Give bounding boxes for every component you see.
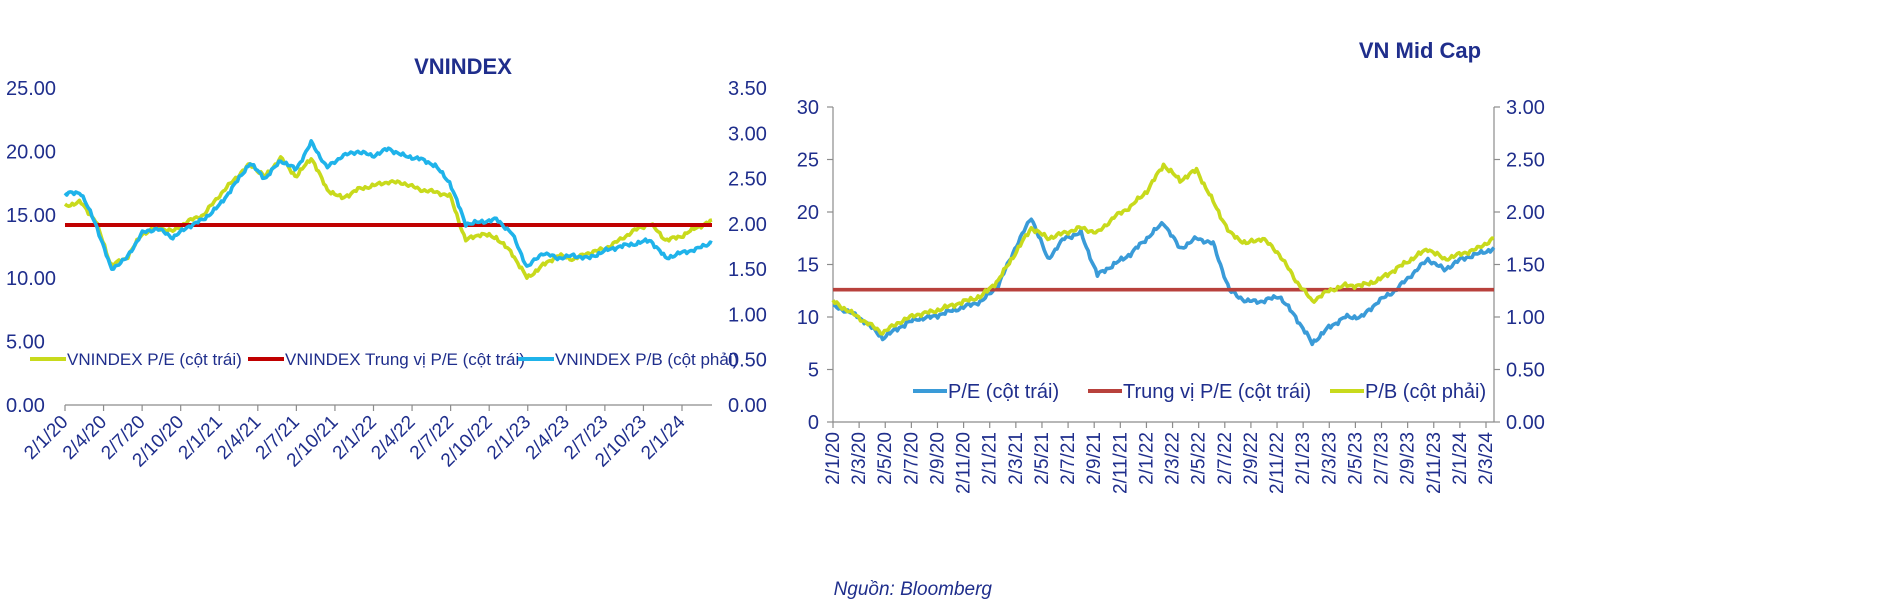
x-tick-label: 2/9/22 bbox=[1241, 432, 1262, 485]
source-note: Nguồn: Bloomberg bbox=[834, 579, 993, 600]
y-axis-right-ticks: 0.00 0.50 1.00 1.50 2.00 2.50 3.00 bbox=[1494, 97, 1545, 434]
x-tick-label: 2/11/23 bbox=[1424, 432, 1445, 494]
y-tick-right-label: 0.00 bbox=[728, 395, 767, 417]
x-tick-label: 2/5/21 bbox=[1032, 432, 1053, 485]
x-tick-label: 2/9/20 bbox=[927, 432, 948, 485]
vn-midcap-chart: VN Mid Cap 0 5 10 15 20 25 30 0.00 0.50 1.00 1.50… bbox=[797, 38, 1545, 494]
y-tick-right-label: 2.00 bbox=[728, 214, 767, 236]
y-tick-left-label: 15 bbox=[797, 255, 819, 277]
legend: VNINDEX P/E (cột trái) VNINDEX Trung vị P… bbox=[30, 350, 738, 369]
x-tick-label: 2/7/22 bbox=[1215, 432, 1236, 485]
y-tick-left-label: 10 bbox=[797, 307, 819, 329]
x-axis-ticks: 2/1/202/4/202/7/202/10/202/1/212/4/212/7… bbox=[20, 404, 712, 471]
x-tick-label: 2/11/20 bbox=[954, 432, 975, 494]
x-tick-label: 2/5/20 bbox=[875, 432, 896, 485]
x-tick-label: 2/5/22 bbox=[1189, 432, 1210, 485]
chart-title: VNINDEX bbox=[414, 54, 512, 79]
x-tick-label: 2/3/21 bbox=[1006, 432, 1027, 485]
y-tick-right-label: 3.00 bbox=[1506, 97, 1545, 119]
legend-pe-label: P/E (cột trái) bbox=[948, 381, 1059, 403]
y-tick-right-label: 1.50 bbox=[1506, 255, 1545, 277]
x-tick-label: 2/1/22 bbox=[1136, 432, 1157, 485]
x-tick-label: 2/3/20 bbox=[849, 432, 870, 485]
y-tick-left-label: 30 bbox=[797, 97, 819, 119]
x-tick-label: 2/11/22 bbox=[1267, 432, 1288, 494]
legend-pb-label: VNINDEX P/B (cột phải) bbox=[555, 350, 738, 369]
y-tick-left-label: 25.00 bbox=[6, 78, 56, 100]
y-tick-right-label: 0.00 bbox=[1506, 412, 1545, 434]
y-tick-right-label: 1.00 bbox=[728, 304, 767, 326]
x-tick-label: 2/7/21 bbox=[1058, 432, 1079, 485]
y-axis-left-ticks: 0.00 5.00 10.00 15.00 20.00 25.00 bbox=[6, 78, 56, 417]
x-tick-label: 2/3/24 bbox=[1476, 432, 1497, 485]
y-tick-left-label: 0 bbox=[808, 412, 819, 434]
series-lines bbox=[831, 162, 1496, 347]
x-tick-label: 2/1/23 bbox=[1293, 432, 1314, 485]
legend-pb-label: P/B (cột phải) bbox=[1365, 381, 1486, 403]
x-tick-label: 2/9/21 bbox=[1084, 432, 1105, 485]
legend: P/E (cột trái) Trung vị P/E (cột trái) P/B… bbox=[913, 381, 1486, 403]
y-tick-left-label: 5 bbox=[808, 360, 819, 382]
x-tick-label: 2/3/22 bbox=[1163, 432, 1184, 485]
chart-title: VN Mid Cap bbox=[1359, 38, 1481, 63]
pe-series-line bbox=[63, 155, 713, 280]
x-tick-label: 2/9/23 bbox=[1398, 432, 1419, 485]
y-axis-right-ticks: 0.00 0.50 1.00 1.50 2.00 2.50 3.00 3.50 bbox=[728, 78, 767, 417]
x-tick-label: 2/5/23 bbox=[1345, 432, 1366, 485]
y-tick-left-label: 10.00 bbox=[6, 268, 56, 290]
y-tick-right-label: 3.00 bbox=[728, 123, 767, 145]
x-tick-label: 2/1/24 bbox=[637, 411, 690, 464]
series-lines bbox=[63, 139, 713, 280]
pb-series-line bbox=[831, 162, 1495, 336]
x-tick-label: 2/7/23 bbox=[1372, 432, 1393, 485]
y-tick-left-label: 5.00 bbox=[6, 332, 45, 354]
x-tick-label: 2/1/24 bbox=[1450, 432, 1471, 485]
pe-series-line bbox=[832, 217, 1496, 347]
y-tick-right-label: 2.50 bbox=[728, 169, 767, 191]
y-tick-right-label: 1.00 bbox=[1506, 307, 1545, 329]
y-axis-left-ticks: 0 5 10 15 20 25 30 bbox=[797, 97, 833, 434]
y-tick-left-label: 25 bbox=[797, 150, 819, 172]
y-tick-left-label: 20.00 bbox=[6, 141, 56, 163]
legend-pe-label: VNINDEX P/E (cột trái) bbox=[67, 350, 242, 369]
y-tick-right-label: 0.50 bbox=[1506, 360, 1545, 382]
x-tick-label: 2/3/23 bbox=[1319, 432, 1340, 485]
x-tick-label: 2/1/20 bbox=[823, 432, 844, 485]
x-tick-label: 2/1/21 bbox=[980, 432, 1001, 485]
y-tick-right-label: 1.50 bbox=[728, 259, 767, 281]
y-tick-left-label: 20 bbox=[797, 202, 819, 224]
x-tick-label: 2/11/21 bbox=[1110, 432, 1131, 494]
x-axis-ticks: 2/1/20 2/3/20 2/5/20 2/7/20 2/9/20 2/11/20 2/1… bbox=[823, 422, 1497, 494]
y-tick-right-label: 0.50 bbox=[728, 350, 767, 372]
pb-series-line bbox=[63, 139, 713, 271]
legend-median-pe-label: VNINDEX Trung vị P/E (cột trái) bbox=[285, 350, 525, 369]
y-tick-right-label: 2.00 bbox=[1506, 202, 1545, 224]
y-tick-left-label: 0.00 bbox=[6, 395, 45, 417]
legend-median-pe-label: Trung vị P/E (cột trái) bbox=[1123, 381, 1311, 403]
y-tick-right-label: 3.50 bbox=[728, 78, 767, 100]
y-tick-left-label: 15.00 bbox=[6, 205, 56, 227]
y-tick-right-label: 2.50 bbox=[1506, 150, 1545, 172]
vnindex-chart: VNINDEX 0.00 5.00 10.00 15.00 20.00 25.00 0.0… bbox=[6, 54, 767, 471]
x-tick-label: 2/7/20 bbox=[901, 432, 922, 485]
plot-axes bbox=[832, 107, 1495, 423]
